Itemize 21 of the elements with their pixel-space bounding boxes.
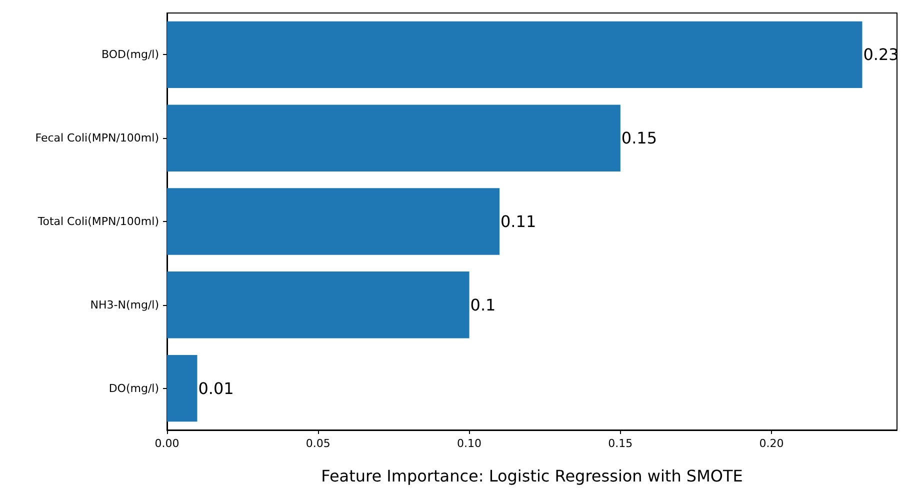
x-tick-label: 0.10 [457,437,482,450]
data-label: 0.11 [500,212,536,231]
y-tick-label: Fecal Coli(MPN/100ml) [35,132,159,145]
bar [167,21,862,88]
data-label: 0.15 [621,128,658,148]
x-axis-title: Feature Importance: Logistic Regression with SMOTE [321,466,743,486]
y-tick-label: BOD(mg/l) [101,48,159,62]
x-tick-label: 0.15 [608,437,633,450]
y-tick-label: NH3-N(mg/l) [90,298,159,312]
bar [167,188,500,255]
x-tick-label: 0.00 [154,437,180,450]
data-label: 0.1 [470,295,496,314]
y-tick-label: DO(mg/l) [108,382,159,395]
x-tick-label: 0.20 [759,437,784,450]
bar [167,354,198,422]
bar [167,272,470,338]
x-tick-label: 0.05 [306,437,330,450]
data-label: 0.23 [863,45,899,64]
bar [167,104,620,172]
y-tick-label: Total Coli(MPN/100ml) [36,215,159,228]
data-label: 0.01 [198,378,234,398]
